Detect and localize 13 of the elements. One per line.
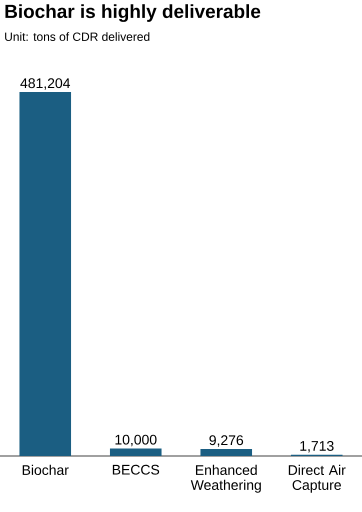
x-tick-label: Biochar [22,464,69,476]
x-tick-label: BECCS [112,464,160,475]
bar [110,448,162,456]
data-label: 10,000 [115,434,157,446]
x-tick-label: Direct Air Capture [288,464,346,493]
data-label: 481,204 [20,78,70,90]
bar [200,448,252,456]
chart-subtitle: Unit: tons of CDR delivered [5,32,150,41]
chart-title: Biochar is highly deliverable [5,4,260,22]
data-label: 1,713 [300,440,334,453]
data-label: 9,276 [209,435,244,447]
x-tick-label: Enhanced Weathering [190,464,261,493]
bar [19,92,72,456]
